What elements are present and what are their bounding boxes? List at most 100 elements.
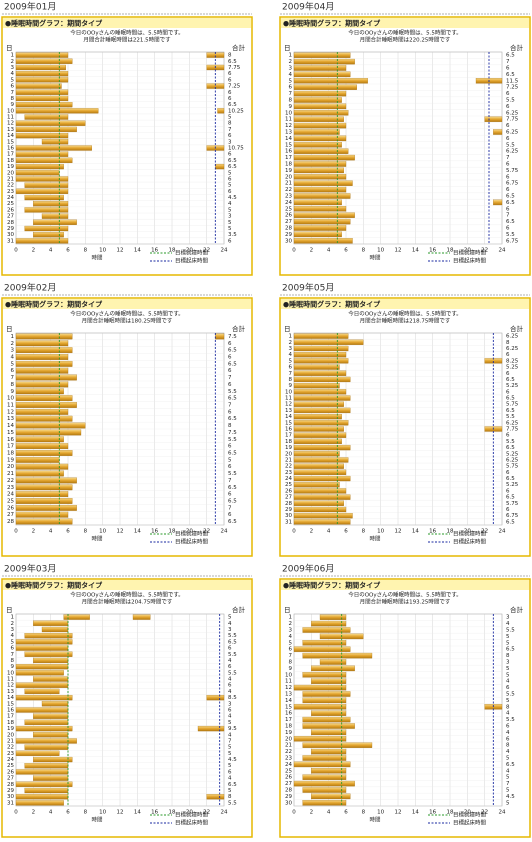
day-label: 21 (285, 457, 292, 463)
y-label: 日 (284, 606, 291, 614)
legend-label: 目標起床時間 (453, 819, 487, 827)
x-label: 時間 (369, 816, 381, 824)
sleep-bar (33, 657, 69, 664)
total-value: 6.5 (506, 194, 515, 200)
day-label: 8 (289, 660, 293, 666)
total-value: 8 (228, 53, 232, 59)
day-label: 6 (11, 84, 15, 90)
day-label: 2 (289, 621, 293, 627)
total-value: 4.5 (506, 794, 515, 800)
x-tick-label: 2 (32, 248, 36, 254)
sleep-bar (293, 506, 347, 513)
x-tick-label: 12 (395, 529, 402, 535)
sleep-bar (15, 518, 73, 525)
total-value: 5.5 (506, 142, 515, 148)
day-label: 18 (285, 162, 292, 168)
total-value: 6.5 (228, 416, 237, 422)
day-label: 28 (7, 782, 14, 788)
sleep-bar (15, 157, 73, 164)
day-label: 2 (11, 341, 15, 347)
period: 2009年05月 (282, 282, 334, 294)
day-label: 18 (7, 720, 14, 726)
x-tick-label: 20 (186, 248, 193, 254)
x-tick-label: 4 (49, 248, 53, 254)
sleep-bar (293, 103, 347, 110)
sleep-bar (293, 395, 351, 401)
subtitle: 月間合計睡眠時間は180.25時間です (82, 317, 173, 325)
total-value: 4 (228, 201, 232, 207)
total-value: 6.5 (506, 53, 515, 59)
x-tick-label: 16 (429, 810, 436, 816)
day-label: 15 (285, 420, 292, 426)
total-value: 6 (506, 226, 510, 232)
day-label: 4 (11, 633, 15, 639)
total-value: 6 (506, 352, 510, 358)
x-tick-label: 14 (412, 248, 419, 254)
day-label: 13 (285, 130, 292, 136)
day-label: 31 (285, 519, 292, 525)
day-label: 10 (7, 670, 14, 676)
x-tick-label: 4 (49, 810, 53, 816)
sleep-bar (24, 207, 69, 213)
day-label: 3 (289, 346, 293, 352)
sleep-bar (15, 347, 73, 354)
sleep-bar (33, 732, 69, 738)
subtitle: 今日のOOyさんの睡眠時間は、5.5時間です。 (348, 29, 462, 37)
total-value: 5 (228, 751, 232, 757)
sleep-bar (293, 142, 342, 148)
sleep-bar (15, 126, 77, 133)
day-label: 13 (7, 127, 14, 133)
sleep-bar (293, 58, 355, 65)
subtitle: 今日のOOyさんの睡眠時間は、5.5時間です。 (70, 591, 184, 599)
total-value: 8.5 (228, 695, 237, 701)
total-value: 5.5 (506, 439, 515, 445)
day-label: 12 (285, 402, 292, 408)
day-label: 15 (285, 704, 292, 710)
total-value: 6 (506, 685, 510, 691)
sleep-bar (293, 426, 344, 432)
sleep-bar (293, 122, 347, 129)
total-value: 4 (228, 658, 232, 664)
sleep-bar (15, 102, 73, 108)
total-value: 6.5 (506, 495, 515, 501)
x-tick-label: 10 (377, 810, 384, 816)
sleep-bar (293, 110, 349, 116)
sleep-bar (293, 500, 344, 506)
sleep-bar (15, 484, 73, 491)
day-label: 5 (11, 639, 15, 645)
total-value: 3 (228, 139, 232, 145)
day-label: 30 (7, 232, 14, 238)
sleep-bar (15, 402, 77, 408)
day-label: 21 (285, 181, 292, 187)
sleep-bar (293, 212, 355, 218)
total-value: 5 (506, 640, 510, 646)
total-value: 6 (228, 341, 232, 347)
day-label: 10 (7, 108, 14, 114)
sleep-bar (302, 640, 347, 646)
day-label: 29 (7, 226, 14, 232)
panel-title: ●睡眠時間グラフ：期間タイプ (283, 300, 381, 309)
day-label: 17 (285, 433, 292, 439)
total-value: 7.5 (228, 430, 237, 436)
day-label: 22 (285, 749, 292, 755)
x-tick-label: 12 (395, 248, 402, 254)
total-value: 4 (506, 730, 510, 736)
total-value: 6 (506, 433, 510, 439)
sleep-bar (217, 108, 225, 114)
sleep-bar (293, 457, 349, 463)
sleep-bar (15, 58, 73, 64)
sleep-bar (302, 716, 351, 723)
total-value: 4 (228, 732, 232, 738)
subtitle: 今日のOOyさんの睡眠時間は、5.5時間です。 (348, 591, 462, 599)
total-value: 7 (506, 59, 510, 65)
day-label: 17 (7, 152, 14, 158)
total-value: 4 (506, 768, 510, 774)
x-label: 時間 (91, 816, 103, 824)
sleep-bar (24, 194, 64, 201)
day-label: 22 (7, 745, 14, 751)
total-value: 5 (228, 183, 232, 189)
day-label: 9 (289, 104, 293, 110)
day-label: 6 (289, 647, 293, 653)
sleep-bar (15, 395, 73, 402)
sleep-bar (293, 206, 347, 212)
